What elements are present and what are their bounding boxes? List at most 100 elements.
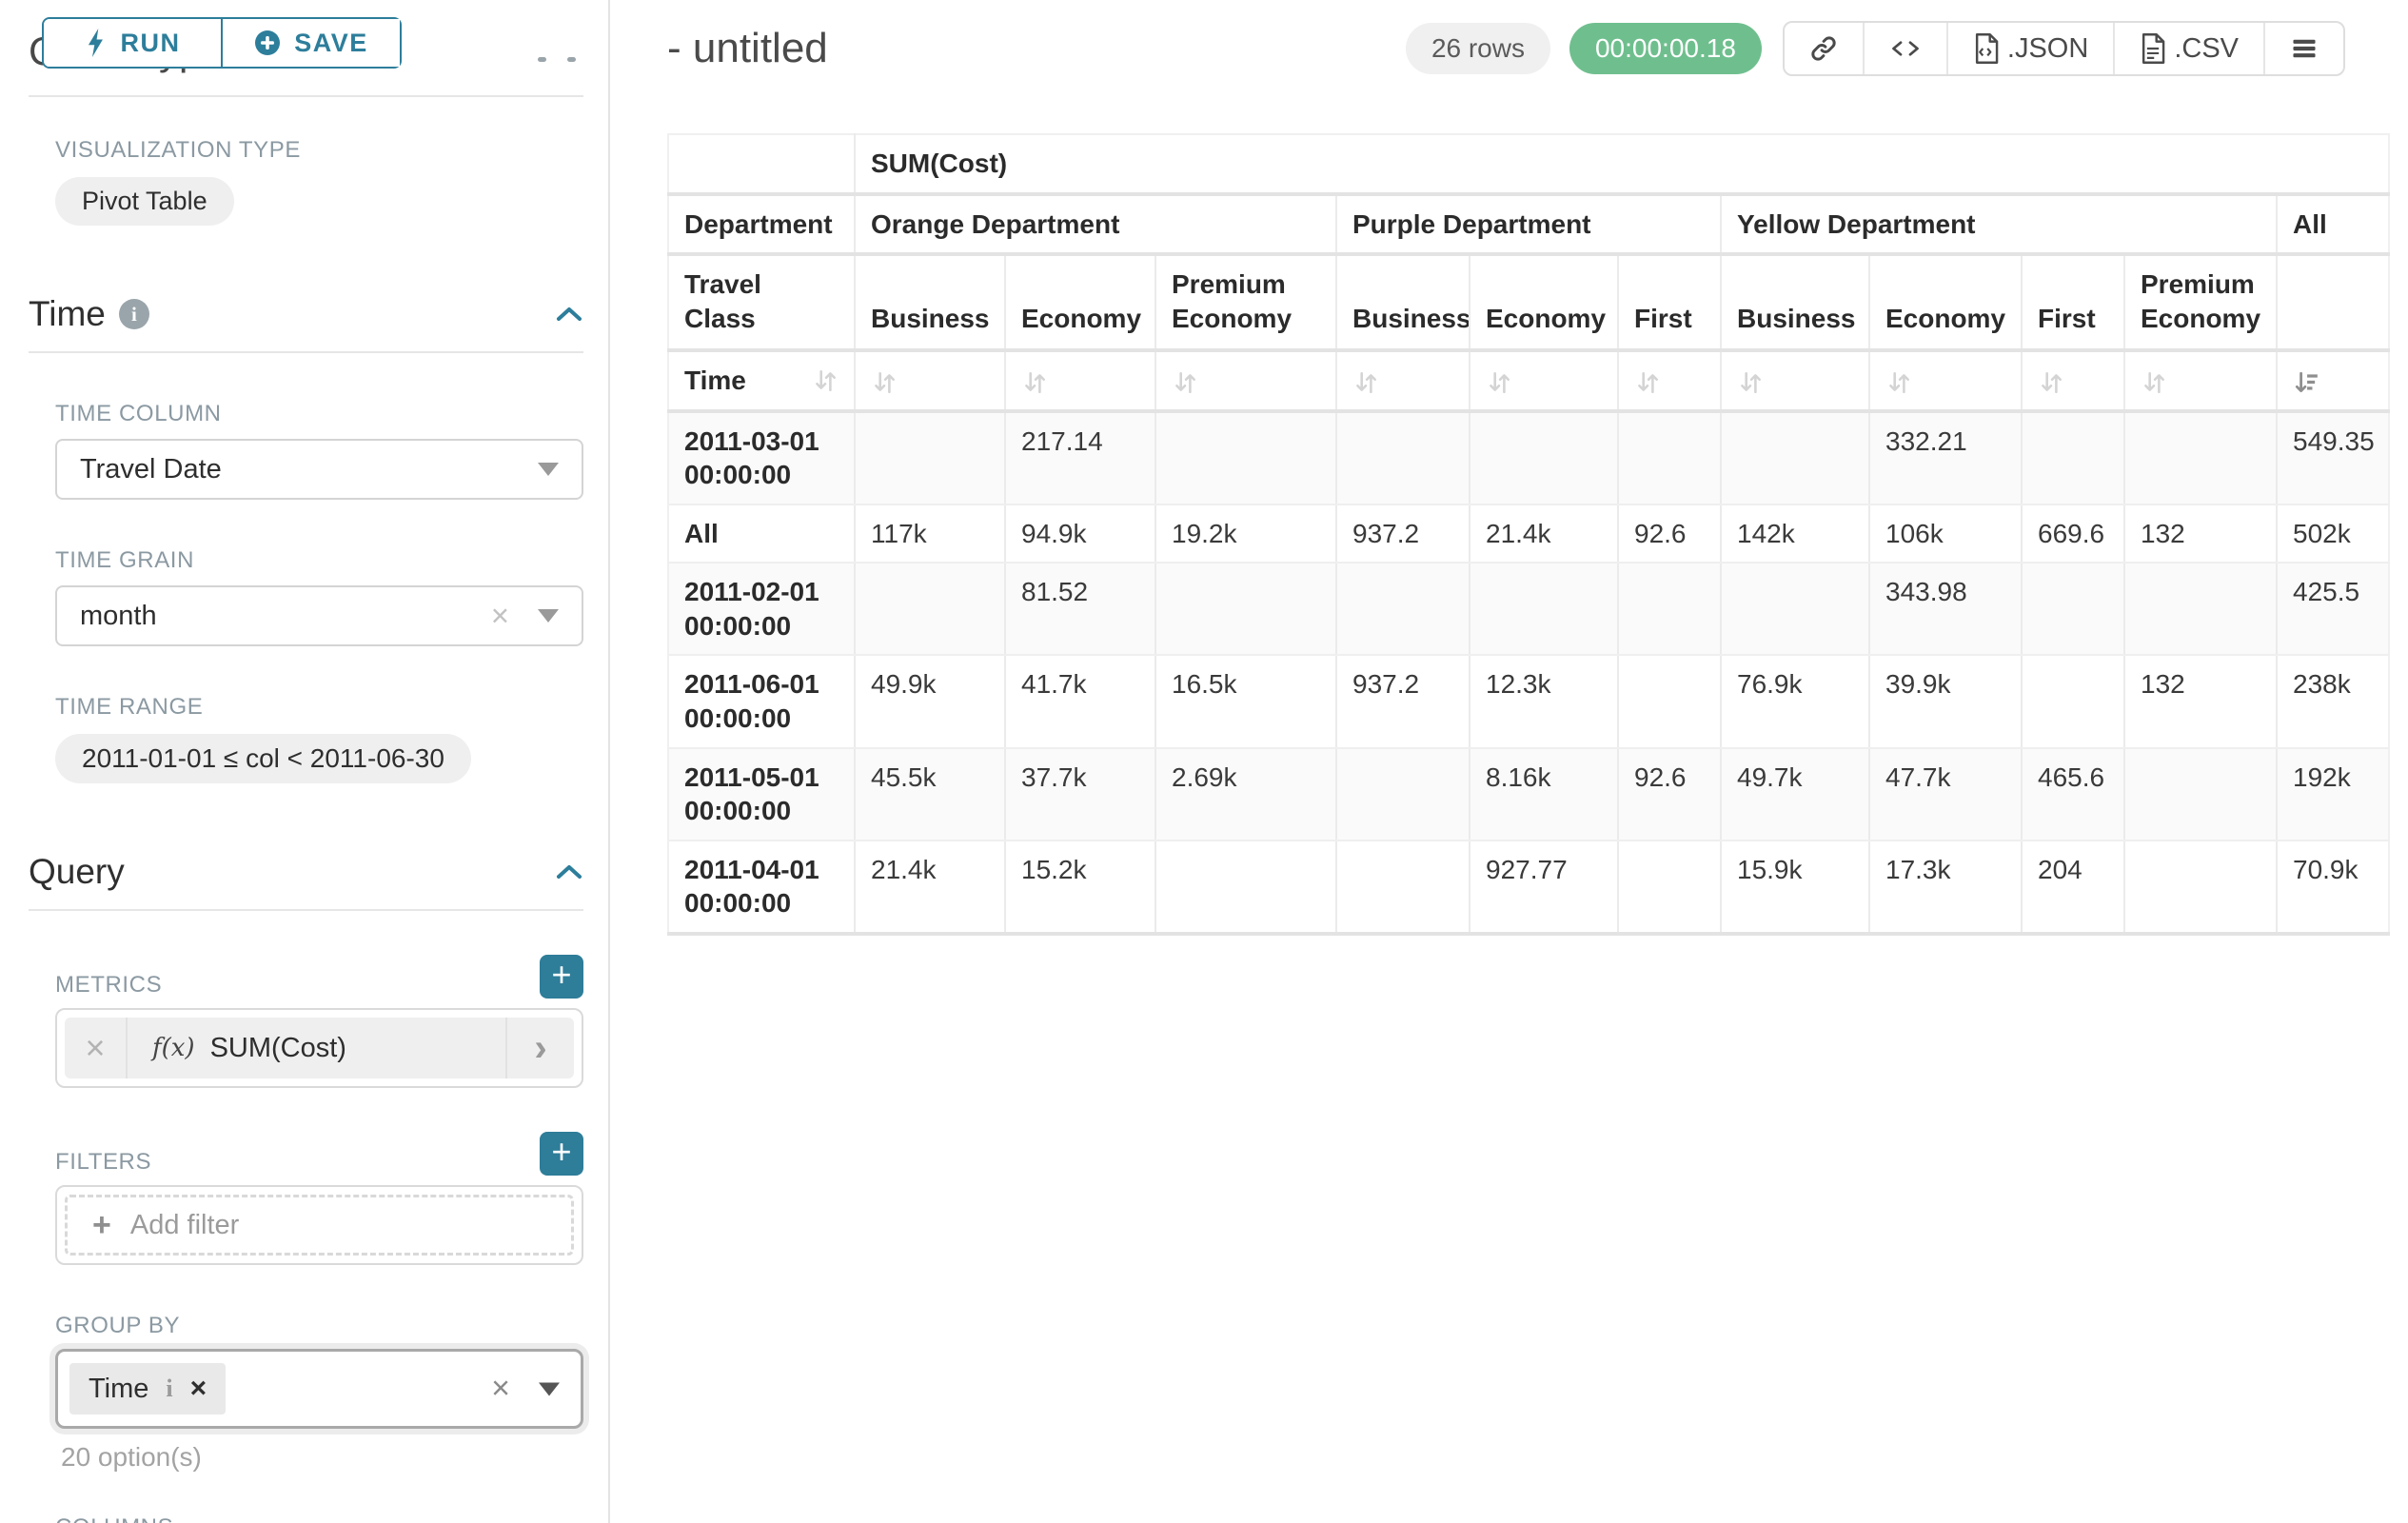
cell: 465.6 xyxy=(2021,747,2124,841)
embed-code-button[interactable] xyxy=(1865,23,1948,74)
export-csv-button[interactable]: .CSV xyxy=(2115,23,2265,74)
sort-icon xyxy=(875,371,895,393)
cell: 76.9k xyxy=(1720,655,1869,749)
sort-icon xyxy=(1638,371,1658,393)
cell: 70.9k xyxy=(2275,840,2390,936)
chevron-down-icon xyxy=(538,609,559,623)
column-sort-header[interactable] xyxy=(1720,350,1869,413)
travel-class-axis-label: Travel Class xyxy=(668,254,855,353)
cell xyxy=(2021,655,2124,749)
cell xyxy=(2123,563,2277,657)
menu-button[interactable] xyxy=(2265,23,2343,74)
time-sort-header[interactable]: Time xyxy=(668,350,855,413)
clear-icon[interactable]: × xyxy=(490,598,509,633)
time-column-select[interactable]: Travel Date xyxy=(55,439,583,500)
department-axis-label: Department xyxy=(668,193,855,257)
cell: 937.2 xyxy=(1335,504,1470,564)
cell: 15.9k xyxy=(1720,840,1869,936)
csv-file-icon xyxy=(2142,33,2165,64)
cell: 94.9k xyxy=(1004,504,1155,564)
col-header: Economy xyxy=(1469,254,1618,353)
filters-container: + Add filter xyxy=(55,1185,583,1265)
cell: 12.3k xyxy=(1469,655,1618,749)
cell: 549.35 xyxy=(2275,410,2390,505)
save-button[interactable]: SAVE xyxy=(223,19,400,67)
column-sort-header[interactable] xyxy=(2021,350,2124,413)
column-sort-header[interactable] xyxy=(1335,350,1470,413)
column-sort-header[interactable] xyxy=(1155,350,1336,413)
group-header-yellow: Yellow Department xyxy=(1720,193,2277,257)
cell: 142k xyxy=(1720,504,1869,564)
col-header: Premium Economy xyxy=(1155,254,1336,353)
sort-icon xyxy=(816,369,836,391)
time-grain-select[interactable]: month × xyxy=(55,585,583,646)
department-header-row: Department Orange Department Purple Depa… xyxy=(668,193,2390,257)
table-row: 2011-06-01 00:00:00 49.9k 41.7k 16.5k 93… xyxy=(668,655,2390,749)
metric-token[interactable]: × f(x) SUM(Cost) › xyxy=(65,1018,574,1078)
sidebar-divider xyxy=(29,95,583,97)
cell: 132 xyxy=(2123,655,2277,749)
cell: 47.7k xyxy=(1868,747,2022,841)
cell xyxy=(1720,563,1869,657)
sort-icon xyxy=(1025,371,1045,393)
pivot-table-container: SUM(Cost) Department Orange Department P… xyxy=(667,133,2408,936)
cell xyxy=(1155,563,1336,657)
column-sort-header[interactable] xyxy=(854,350,1005,413)
cell: 39.9k xyxy=(1868,655,2022,749)
row-label: 2011-05-01 00:00:00 xyxy=(668,747,855,841)
group-by-select[interactable]: Time i × × xyxy=(55,1349,583,1429)
time-section-title: Time xyxy=(29,294,106,333)
columns-label: COLUMNS xyxy=(55,1514,583,1523)
metric-header: SUM(Cost) xyxy=(853,134,2390,196)
add-filter-button[interactable]: + Add filter xyxy=(65,1195,574,1256)
sort-icon xyxy=(1356,371,1376,393)
lightning-icon xyxy=(88,29,103,57)
chart-header: - untitled 26 rows 00:00:00.18 .JSON .CS… xyxy=(610,0,2408,78)
chevron-up-icon[interactable] xyxy=(555,306,583,323)
column-sort-header[interactable] xyxy=(2123,350,2277,413)
chevron-down-icon[interactable] xyxy=(539,1382,560,1395)
token-label: Time xyxy=(89,1373,149,1404)
cell xyxy=(2123,747,2277,841)
copy-link-button[interactable] xyxy=(1785,23,1865,74)
table-row: 2011-03-01 00:00:00 217.14 332.21 549.35 xyxy=(668,410,2390,505)
remove-metric-icon[interactable]: × xyxy=(65,1018,128,1078)
run-button-label: RUN xyxy=(120,28,181,57)
remove-token-icon[interactable]: × xyxy=(189,1373,207,1404)
visualization-type-pill[interactable]: Pivot Table xyxy=(55,177,234,226)
column-sort-header[interactable] xyxy=(1004,350,1155,413)
column-sort-header-active[interactable] xyxy=(2275,350,2390,413)
cell: 332.21 xyxy=(1868,410,2022,505)
function-icon: f(x) xyxy=(152,1034,195,1062)
cell: 106k xyxy=(1868,504,2022,564)
add-metric-button[interactable]: + xyxy=(540,955,583,999)
time-range-pill[interactable]: 2011-01-01 ≤ col < 2011-06-30 xyxy=(55,734,471,783)
export-json-button[interactable]: .JSON xyxy=(1948,23,2116,74)
visualization-type-label: VISUALIZATION TYPE xyxy=(55,137,301,163)
cell xyxy=(2021,563,2124,657)
time-range-label: TIME RANGE xyxy=(55,694,204,720)
cell: 21.4k xyxy=(854,840,1005,936)
control-panel-sidebar: Chart Type RUN SAVE VISUALIZATION TYPE P… xyxy=(0,0,610,1523)
chart-title[interactable]: - untitled xyxy=(667,25,828,71)
time-grain-label: TIME GRAIN xyxy=(55,547,195,573)
hamburger-icon xyxy=(2293,39,2316,58)
group-by-token-time[interactable]: Time i × xyxy=(69,1363,227,1414)
row-count-badge: 26 rows xyxy=(1405,23,1550,74)
column-sort-header[interactable] xyxy=(1469,350,1618,413)
chevron-right-icon[interactable]: › xyxy=(505,1018,574,1078)
cell xyxy=(1469,563,1618,657)
cell xyxy=(1335,410,1470,505)
time-axis-label: Time xyxy=(684,366,746,396)
clear-icon[interactable]: × xyxy=(491,1370,510,1407)
sort-icon xyxy=(2144,371,2164,393)
col-header: Business xyxy=(1720,254,1869,353)
column-sort-header[interactable] xyxy=(1868,350,2022,413)
cell xyxy=(1469,410,1618,505)
run-button[interactable]: RUN xyxy=(44,19,223,67)
column-sort-header[interactable] xyxy=(1617,350,1721,413)
group-by-options-hint: 20 option(s) xyxy=(61,1442,202,1472)
chevron-up-icon[interactable] xyxy=(555,863,583,880)
cell xyxy=(1155,410,1336,505)
add-filter-plus-button[interactable]: + xyxy=(540,1132,583,1176)
